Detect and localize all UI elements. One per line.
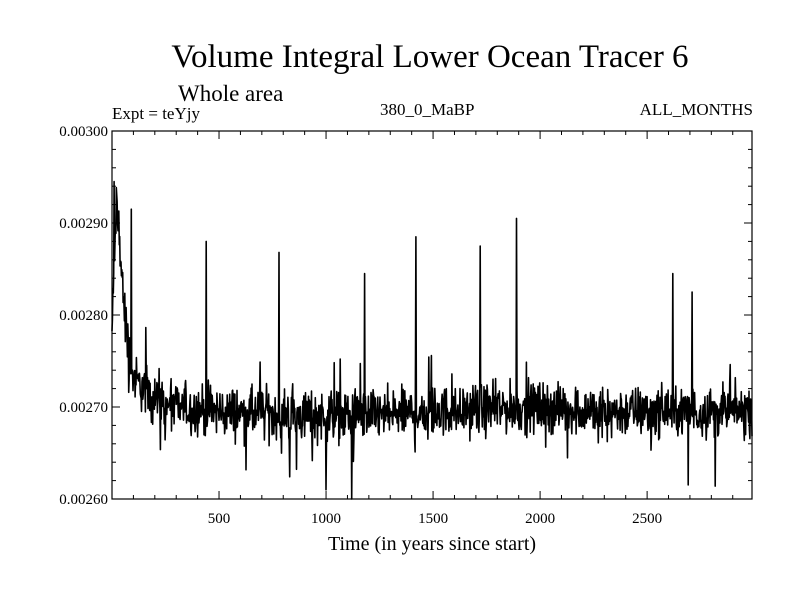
experiment-label: Expt = teYjy [112,104,200,123]
x-tick-label: 500 [208,511,231,527]
y-tick-label: 0.00260 [59,492,108,508]
y-tick-label: 0.00300 [59,124,108,140]
axis-tick-labels: 500 1000 1500 2000 2500 0.00260 0.00270 0.00280… [59,124,662,527]
plot-frame [111,130,753,500]
y-tick-label: 0.00270 [59,400,108,416]
x-axis-label: Time (in years since start) [328,533,536,555]
x-tick-label: 2000 [525,511,555,527]
run-label: 380_0_MaBP [380,100,475,119]
chart-title: Volume Integral Lower Ocean Tracer 6 [171,39,689,75]
x-tick-label: 1500 [418,511,448,527]
x-tick-label: 2500 [632,511,662,527]
y-tick-label: 0.00290 [59,216,108,232]
axis-ticks [112,130,752,500]
chart-subtitle: Whole area [178,81,284,106]
x-tick-label: 1000 [311,511,341,527]
y-tick-label: 0.00280 [59,308,108,324]
series-line [111,180,753,500]
period-label: ALL_MONTHS [639,100,753,119]
